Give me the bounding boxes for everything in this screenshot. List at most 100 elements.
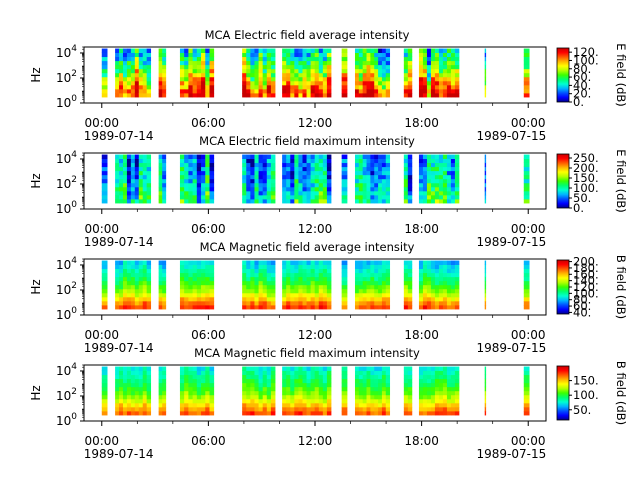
spectrogram-cell [381,48,387,53]
spectrogram-cell [322,398,328,404]
spectrogram-cell [314,276,320,282]
spectrogram-cell [196,190,202,196]
spectrogram-cell [286,198,291,204]
spectrogram-cell [196,80,202,86]
spectrogram-cell [270,370,276,376]
spectrogram-cell [146,304,152,310]
spectrogram-cell [434,394,440,400]
spectrogram-cell [270,386,276,392]
spectrogram-cell [122,154,128,159]
spectrogram-cell [407,170,413,176]
spectrogram-cell [381,198,387,204]
spectrogram-cell [282,390,287,396]
spectrogram-cell [434,390,440,396]
spectrogram-cell [138,374,144,380]
spectrogram-cell [294,268,299,274]
spectrogram-cell [196,64,202,70]
spectrogram-cell [282,304,287,310]
spectrogram-cell [205,64,210,70]
spectrogram-cell [366,64,371,70]
spectrogram-cell [341,300,348,306]
spectrogram-cell [115,182,120,188]
spectrogram-cell [205,194,210,200]
spectrogram-cell [146,370,152,376]
spectrogram-cell [258,60,264,66]
spectrogram-cell [258,366,264,371]
spectrogram-cell [314,292,320,298]
spectrogram-cell [286,92,291,98]
spectrogram-cell [138,84,144,90]
spectrogram-cell [326,88,332,94]
spectrogram-cell [254,406,259,412]
spectrogram-cell [162,154,167,159]
spectrogram-cell [370,406,375,412]
spectrogram-cell [179,374,185,380]
y-axis-label: Hz [29,385,43,400]
spectrogram-cell [484,304,487,310]
spectrogram-cell [138,406,144,412]
spectrogram-cell [188,64,194,70]
spectrogram-cell [201,190,206,196]
spectrogram-cell [403,68,409,74]
spectrogram-cell [146,284,152,290]
spectrogram-cell [446,48,452,53]
spectrogram-cell [314,264,320,270]
spectrogram-cell [442,162,448,168]
spectrogram-cell [370,48,375,53]
spectrogram-cell [115,178,120,184]
spectrogram-cell [201,68,206,74]
spectrogram-cell [318,48,324,53]
spectrogram-cell [250,190,255,196]
spectrogram-cell [282,174,287,180]
spectrogram-cell [422,166,428,172]
spectrogram-cell [286,370,291,376]
spectrogram-cell [250,292,255,298]
spectrogram-cell [290,64,295,70]
spectrogram-cell [326,406,332,412]
spectrogram-cell [146,398,152,404]
spectrogram-cell [434,186,440,192]
spectrogram-cell [134,194,140,200]
spectrogram-cell [286,260,291,265]
spectrogram-cell [341,398,348,404]
spectrogram-cell [378,154,383,159]
spectrogram-cell [422,72,428,78]
spectrogram-cell [446,190,452,196]
spectrogram-cell [362,80,367,86]
spectrogram-cell [385,182,391,188]
spectrogram-cell [138,304,144,310]
spectrogram-cell [134,304,140,310]
spectrogram-cell [294,398,299,404]
spectrogram-cell [122,378,128,384]
spectrogram-cell [101,174,108,180]
spectrogram-cell [484,84,487,90]
spectrogram-cell [138,394,144,400]
spectrogram-cell [422,378,428,384]
spectrogram-cell [442,48,448,53]
spectrogram-cell [318,284,324,290]
spectrogram-cell [242,406,247,412]
spectrogram-cell [381,68,387,74]
spectrogram-cell [523,280,530,286]
spectrogram-cell [326,72,332,78]
spectrogram-cell [306,190,312,196]
spectrogram-cell [434,64,440,70]
spectrogram-cell [130,292,136,298]
spectrogram-cell [262,390,268,396]
spectrogram-cell [119,394,124,400]
spectrogram-cell [188,56,194,62]
spectrogram-cell [362,56,367,62]
spectrogram-cell [450,264,456,270]
spectrogram-cell [484,182,487,188]
spectrogram-cell [126,170,132,176]
spectrogram-cell [122,68,128,74]
spectrogram-cell [326,162,332,168]
spectrogram-cell [454,64,460,70]
spectrogram-cell [298,166,303,172]
spectrogram-cell [374,198,379,204]
spectrogram-cell [322,382,328,388]
spectrogram-cell [403,88,409,94]
spectrogram-cell [266,182,272,188]
spectrogram-cell [434,92,440,98]
spectrogram-cell [119,80,124,86]
